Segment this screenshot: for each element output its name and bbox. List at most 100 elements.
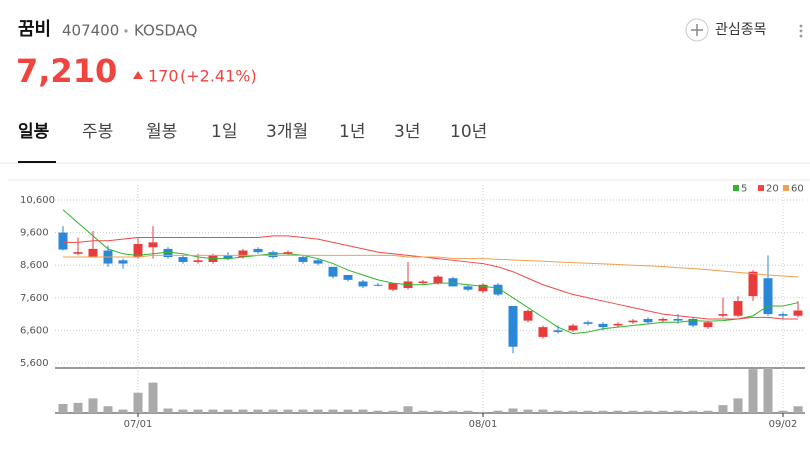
volume-bar xyxy=(658,410,668,413)
candle-body xyxy=(253,248,263,253)
volume-bar xyxy=(313,409,323,413)
candle-body xyxy=(313,260,323,264)
volume-bar xyxy=(373,410,383,413)
volume-bar xyxy=(73,402,83,413)
volume-bar xyxy=(793,406,803,413)
legend-swatch xyxy=(758,185,764,191)
tab[interactable]: 월봉 xyxy=(146,122,177,142)
ma-line xyxy=(63,254,799,278)
candle-body xyxy=(523,310,533,321)
volume-bar xyxy=(478,411,488,413)
candle-body xyxy=(343,274,353,280)
volume-bar xyxy=(253,409,263,413)
volume-bar xyxy=(193,409,203,413)
volume-bar xyxy=(118,409,128,413)
candle-body xyxy=(178,257,188,262)
y-tick-label: 10,600 xyxy=(20,195,55,206)
volume-bar xyxy=(523,409,533,413)
volume-bar xyxy=(643,410,653,413)
candle-body xyxy=(328,266,338,277)
candle-body xyxy=(418,281,428,284)
y-tick-label: 9,600 xyxy=(20,228,49,239)
tab[interactable]: 1년 xyxy=(339,122,365,142)
separator-dot xyxy=(124,29,128,33)
ma-line xyxy=(62,209,799,335)
volume-bar xyxy=(358,409,368,413)
candle-body xyxy=(553,330,563,333)
price: 7,210 xyxy=(16,52,117,90)
tabs: 일봉 주봉 월봉 1일 3개월 1년 3년 10년 xyxy=(18,122,487,142)
candle-body xyxy=(358,281,368,287)
candle-body xyxy=(778,314,788,316)
volume-bar xyxy=(613,410,623,413)
volume-bar xyxy=(148,382,158,413)
chart: 10,600 9,600 8,600 7,600 6,600 5,600 07/01 08/0… xyxy=(20,184,805,430)
volume-bar xyxy=(553,410,563,413)
volume-bar xyxy=(223,409,233,413)
candle-body xyxy=(583,322,593,324)
volume-bar xyxy=(133,392,143,413)
candle-body xyxy=(508,305,518,347)
change-pct: (+2.41%) xyxy=(180,67,257,86)
candle-body xyxy=(658,318,668,321)
volume-bar xyxy=(88,398,98,413)
volume-bar xyxy=(568,410,578,413)
plus-icon xyxy=(691,24,703,36)
tab[interactable]: 10년 xyxy=(450,122,487,142)
volume-bar xyxy=(748,369,758,413)
volume-bar xyxy=(463,410,473,413)
tab[interactable]: 1일 xyxy=(211,122,237,142)
tab[interactable]: 주봉 xyxy=(82,122,113,142)
candle-body xyxy=(448,278,458,287)
candle-body xyxy=(793,310,803,316)
volume-bar xyxy=(163,408,173,413)
candle-body xyxy=(298,257,308,262)
volume-bar xyxy=(328,409,338,413)
volume-bar xyxy=(733,398,743,413)
volume-bar xyxy=(673,410,683,413)
candle-body xyxy=(613,323,623,326)
up-arrow xyxy=(133,71,143,79)
volume-bar xyxy=(343,409,353,413)
candle-body xyxy=(763,278,773,315)
y-tick-label: 7,600 xyxy=(20,293,49,304)
volume-bar xyxy=(508,408,518,413)
watch-button[interactable]: 관심종목 xyxy=(685,18,767,42)
volume-bar xyxy=(298,409,308,413)
volume-bar xyxy=(583,410,593,413)
volume-bar xyxy=(778,410,788,413)
volume-bar xyxy=(433,410,443,413)
market: KOSDAQ xyxy=(134,22,197,40)
volume-bar xyxy=(598,410,608,413)
legend-label: 20 xyxy=(766,184,779,195)
candle-body xyxy=(718,314,728,316)
volume-bar xyxy=(283,409,293,413)
candle-body xyxy=(223,255,233,259)
volume-bar xyxy=(763,368,773,413)
tab[interactable]: 3개월 xyxy=(266,122,308,142)
more-menu[interactable] xyxy=(799,24,803,38)
stock-code: 407400 xyxy=(62,22,119,40)
candle-body xyxy=(628,320,638,323)
volume-bar xyxy=(538,409,548,413)
ma-line xyxy=(63,235,798,320)
candle-body xyxy=(373,284,383,286)
volume-bar xyxy=(178,409,188,413)
volume-bar xyxy=(448,410,458,413)
candle-body xyxy=(133,244,143,258)
candle-body xyxy=(193,260,203,262)
x-tick-label: 09/02 xyxy=(769,419,798,430)
candle-body xyxy=(283,252,293,254)
tab[interactable]: 일봉 xyxy=(18,122,50,142)
tab[interactable]: 3년 xyxy=(394,122,420,142)
candle-body xyxy=(148,242,158,248)
y-tick-label: 5,600 xyxy=(20,358,49,369)
candle-body xyxy=(493,284,503,295)
candle-body xyxy=(643,318,653,323)
x-tick-label: 07/01 xyxy=(124,419,153,430)
y-tick-label: 6,600 xyxy=(20,325,49,336)
volume-bar xyxy=(688,410,698,413)
volume-bar xyxy=(58,404,68,413)
